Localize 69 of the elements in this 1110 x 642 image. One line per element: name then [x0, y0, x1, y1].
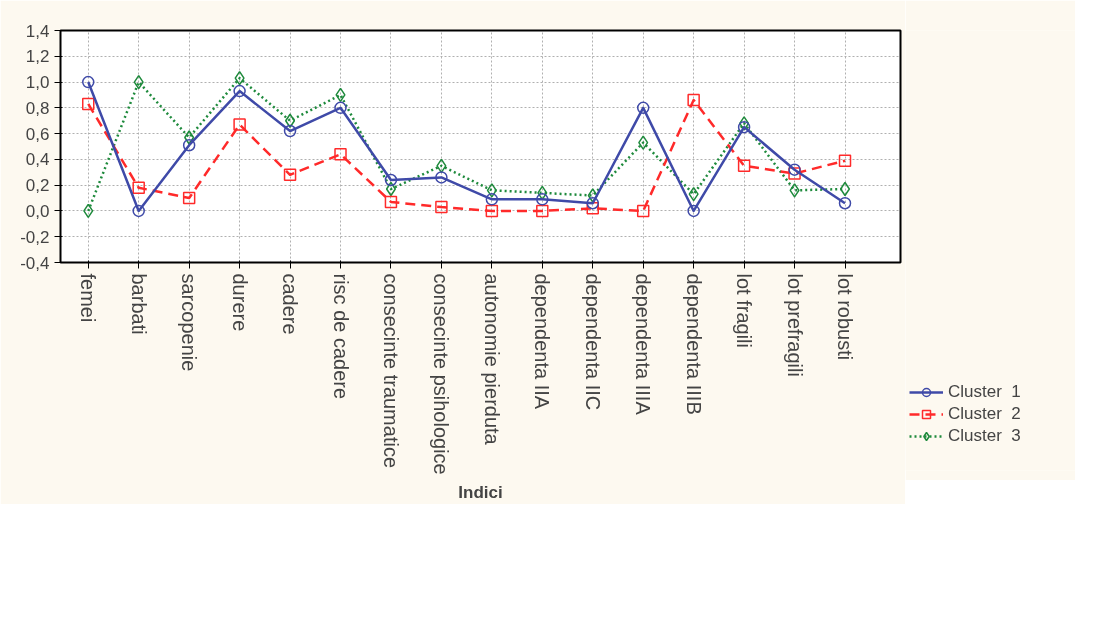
- y-tick-label: 1,0: [25, 73, 50, 93]
- point: [233, 118, 246, 131]
- point: [737, 159, 751, 173]
- x-tick-label: durere: [228, 273, 251, 332]
- y-tick-label: 0,4: [25, 150, 50, 170]
- y-tick-label: 0,0: [25, 201, 50, 221]
- point: [789, 183, 800, 198]
- point: [485, 204, 499, 218]
- y-tick-label: 0,2: [25, 176, 50, 196]
- x-tick-label: lot robusti: [834, 273, 856, 361]
- legend-label: Cluster 1: [948, 382, 1021, 402]
- x-tick-label: dependenta IIC: [581, 273, 604, 411]
- point: [182, 191, 196, 205]
- point: [334, 147, 347, 161]
- point: [636, 204, 650, 218]
- point: [283, 168, 297, 182]
- point: [385, 181, 397, 197]
- point: [638, 135, 649, 150]
- point: [739, 116, 750, 131]
- x-tick-label: autonomie pierduta: [480, 273, 503, 446]
- point: [82, 75, 95, 89]
- point: [485, 193, 499, 206]
- point: [737, 120, 751, 134]
- legend-label: Cluster 2: [948, 404, 1021, 424]
- y-tick-label: -0,2: [20, 227, 50, 247]
- y-tick-label: 0,6: [25, 124, 50, 144]
- x-tick-label: sarcopenie: [178, 273, 201, 372]
- point: [182, 138, 196, 152]
- point: [132, 204, 145, 218]
- x-tick-label: risc de cadere: [329, 273, 352, 400]
- point: [486, 183, 497, 198]
- point: [283, 124, 297, 138]
- legend-label: Cluster 3: [948, 426, 1021, 446]
- point: [536, 193, 549, 206]
- point: [384, 195, 398, 209]
- point: [334, 101, 347, 115]
- point: [435, 171, 448, 184]
- point: [233, 84, 246, 98]
- x-tick-label: dependenta IIIB: [682, 273, 705, 415]
- point: [838, 196, 852, 210]
- point: [132, 181, 145, 194]
- point: [839, 181, 851, 197]
- point: [284, 113, 296, 128]
- x-tick-label: dependenta IIIA: [632, 273, 655, 416]
- x-tick-label: lot fragili: [733, 273, 756, 348]
- x-tick-label: dependenta IIA: [531, 273, 554, 410]
- point: [536, 204, 549, 218]
- point: [788, 163, 801, 176]
- point: [636, 101, 650, 115]
- x-tick-label: femei: [77, 273, 100, 323]
- y-tick-label: 0,8: [25, 98, 50, 118]
- point: [788, 167, 801, 180]
- y-tick-label: -0,4: [20, 253, 50, 273]
- point: [838, 154, 852, 167]
- point: [384, 173, 398, 187]
- point: [586, 196, 599, 210]
- x-tick-label: lot prefragili: [783, 273, 806, 377]
- x-tick-label: cadere: [279, 273, 302, 335]
- point: [435, 200, 448, 214]
- x-tick-label: barbati: [127, 273, 150, 335]
- y-tick-label: 1,4: [25, 21, 50, 41]
- x-tick-label: consecinte psihologice: [430, 273, 453, 475]
- x-axis-title: Indici: [458, 482, 503, 502]
- x-tick-label: consecinte traumatice: [379, 273, 402, 469]
- point: [687, 93, 700, 107]
- point: [184, 130, 195, 145]
- point: [687, 204, 700, 218]
- y-tick-label: 1,2: [25, 47, 50, 67]
- point: [82, 97, 95, 111]
